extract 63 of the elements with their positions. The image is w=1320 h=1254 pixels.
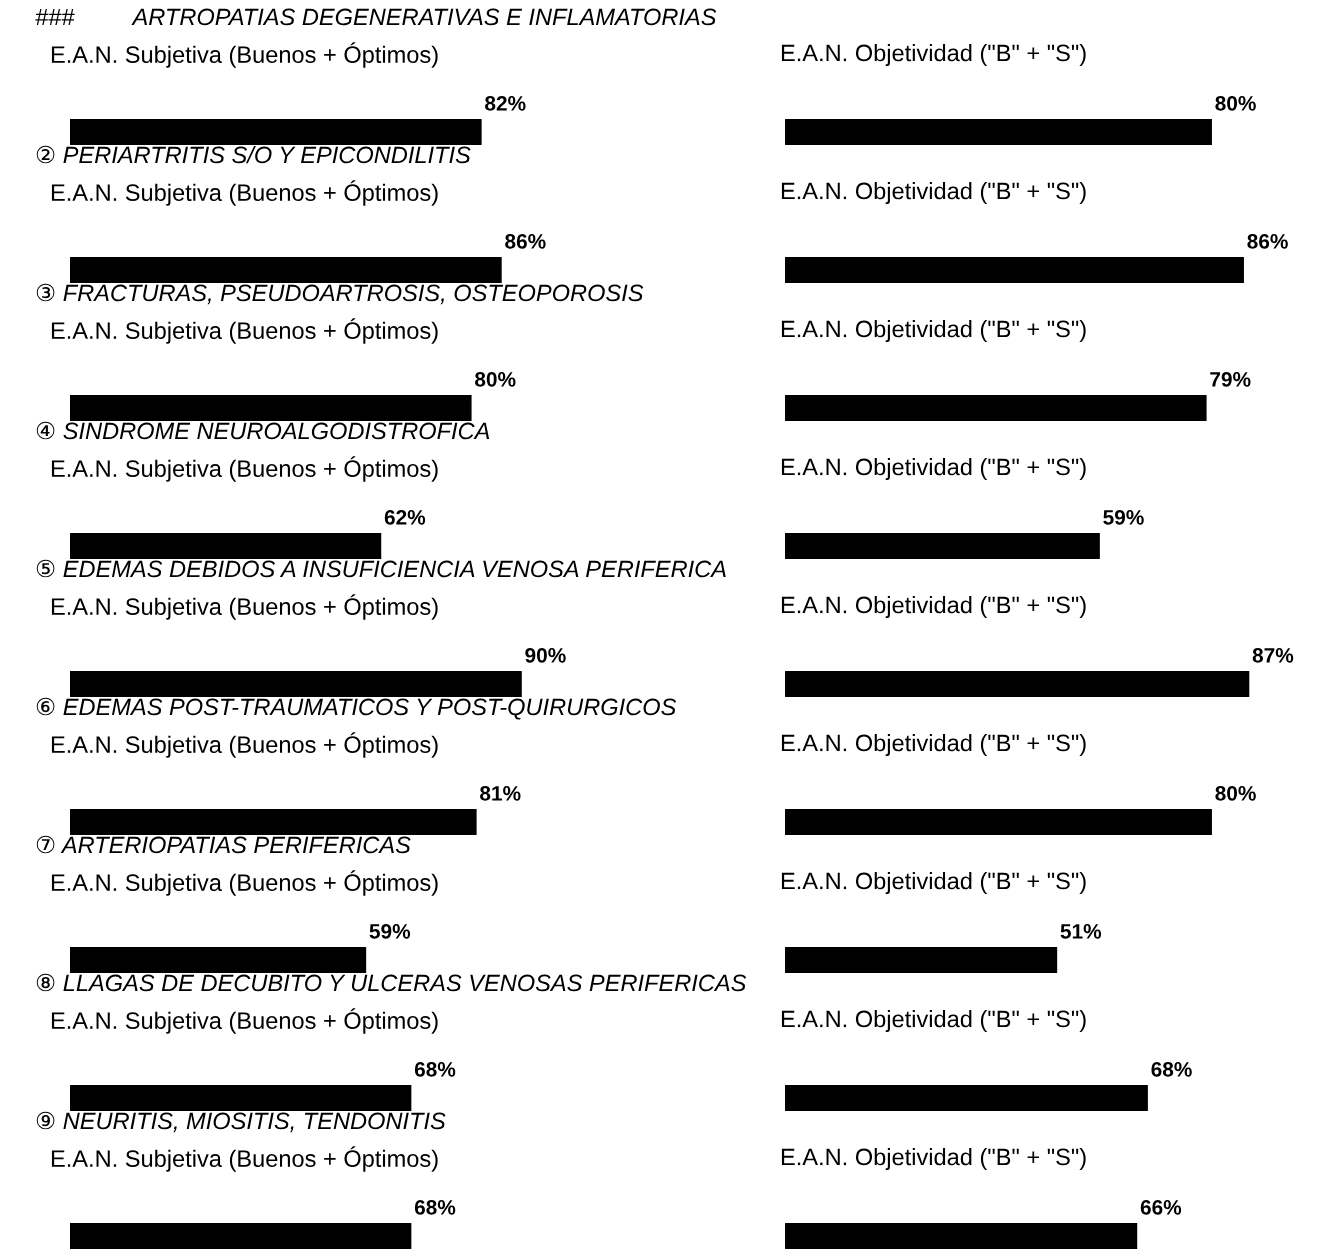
bar xyxy=(70,947,367,973)
annotation: ② PERIARTRITIS S/O Y EPICONDILITIS xyxy=(36,145,471,164)
bar xyxy=(70,671,522,697)
bar xyxy=(785,257,1244,283)
data-label: 66% xyxy=(1140,1199,1182,1215)
bar xyxy=(70,809,477,835)
annotation: E.A.N. Objetividad ("B" + "S") xyxy=(781,182,1086,204)
data-label: 87% xyxy=(1252,647,1294,663)
bar xyxy=(70,1085,412,1111)
data-label: 59% xyxy=(1103,509,1144,525)
annotation: E.A.N. Subjetiva (Buenos + Óptimos) xyxy=(51,1008,438,1034)
data-label: 80% xyxy=(1215,95,1256,111)
annotation: E.A.N. Objetividad ("B" + "S") xyxy=(781,44,1086,67)
data-label: 79% xyxy=(1210,371,1251,387)
data-label: 68% xyxy=(414,1199,456,1215)
bar xyxy=(785,947,1058,973)
annotation: E.A.N. Objetividad ("B" + "S") xyxy=(781,595,1086,619)
data-label: 82% xyxy=(485,95,526,111)
annotation: E.A.N. Subjetiva (Buenos + Óptimos) xyxy=(51,732,438,758)
data-label: 86% xyxy=(505,233,546,249)
annotation: E.A.N. Subjetiva (Buenos + Óptimos) xyxy=(51,42,438,68)
bar xyxy=(70,533,382,559)
annotation: ⑦ ARTERIOPATIAS PERIFERICAS xyxy=(36,835,411,854)
bar xyxy=(70,119,482,145)
data-label: 68% xyxy=(414,1061,456,1077)
annotation: E.A.N. Objetividad ("B" + "S") xyxy=(781,457,1086,480)
annotation: E.A.N. Subjetiva (Buenos + Óptimos) xyxy=(51,180,438,206)
annotation: E.A.N. Subjetiva (Buenos + Óptimos) xyxy=(51,1146,438,1172)
data-label: 59% xyxy=(369,923,411,939)
annotation: ⑥ EDEMAS POST-TRAUMATICOS Y POST-QUIRURGICOS xyxy=(36,697,677,720)
annotation: E.A.N. Subjetiva (Buenos + Óptimos) xyxy=(51,870,438,896)
annotation: E.A.N. Objetividad ("B" + "S") xyxy=(781,871,1086,895)
annotation: ③ FRACTURAS, PSEUDOARTROSIS, OSTEOPOROSIS xyxy=(36,283,644,305)
annotation: E.A.N. Subjetiva (Buenos + Óptimos) xyxy=(51,456,438,482)
bar xyxy=(785,1085,1148,1111)
data-label: 80% xyxy=(1215,785,1256,801)
annotation: ⑧ LLAGAS DE DECUBITO Y ULCERAS VENOSAS PERIFERICAS xyxy=(36,973,747,992)
annotation: E.A.N. Subjetiva (Buenos + Óptimos) xyxy=(51,318,438,344)
bar xyxy=(785,809,1212,835)
annotation: E.A.N. Objetividad ("B" + "S") xyxy=(781,1147,1086,1171)
bar xyxy=(785,119,1212,145)
annotation: E.A.N. Objetividad ("B" + "S") xyxy=(781,733,1086,757)
bar xyxy=(785,395,1207,421)
annotation: E.A.N. Subjetiva (Buenos + Óptimos) xyxy=(51,594,438,620)
annotation: ④ SINDROME NEUROALGODISTROFICA xyxy=(36,421,490,440)
bar xyxy=(70,1223,412,1249)
text: ### ARTROPATIAS DEGENERATIVAS E INFLAMATORIAS xyxy=(35,8,717,26)
bar xyxy=(70,395,472,421)
bar xyxy=(785,1223,1138,1249)
data-label: 62% xyxy=(384,509,426,525)
data-label: 68% xyxy=(1151,1061,1192,1077)
data-label: 51% xyxy=(1060,924,1102,939)
bar xyxy=(785,671,1250,697)
annotation: ⑤ EDEMAS DEBIDOS A INSUFICIENCIA VENOSA PERIFERICA xyxy=(36,559,726,578)
data-label: 80% xyxy=(475,371,516,387)
annotation: E.A.N. Objetividad ("B" + "S") xyxy=(781,1009,1086,1033)
annotation: ⑨ NEURITIS, MIOSITIS, TENDONITIS xyxy=(36,1111,446,1133)
data-label: 86% xyxy=(1247,233,1288,249)
annotation: E.A.N. Objetividad ("B" + "S") xyxy=(781,320,1086,343)
data-label: 90% xyxy=(525,647,566,663)
bar xyxy=(785,533,1100,559)
bar xyxy=(70,257,502,283)
data-label: 81% xyxy=(480,785,521,801)
